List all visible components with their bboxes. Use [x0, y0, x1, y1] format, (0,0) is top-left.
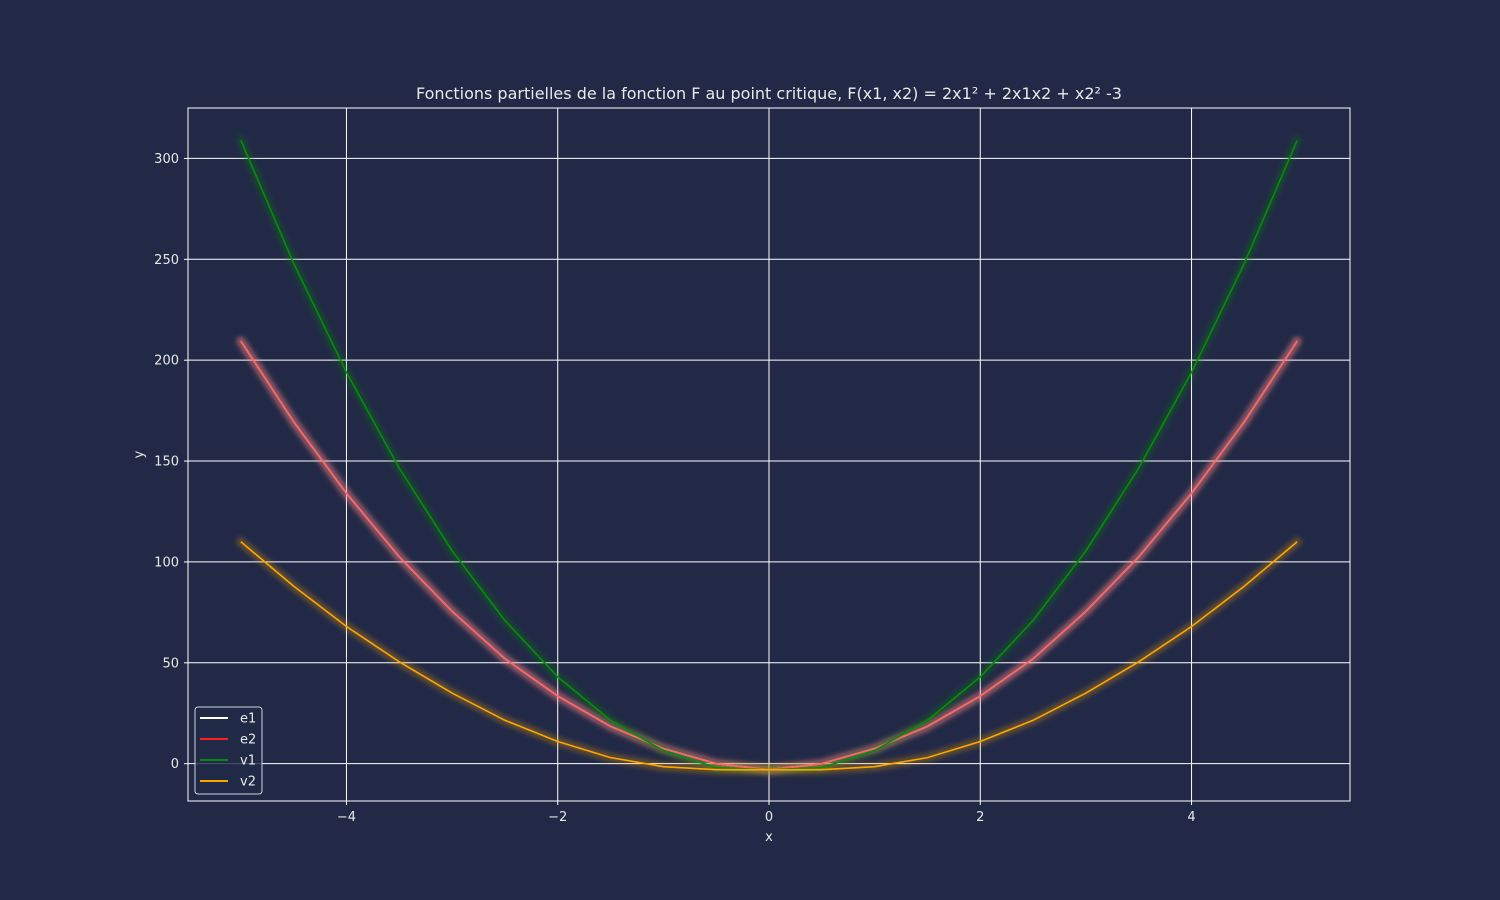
- legend-label-v2: v2: [240, 775, 256, 790]
- x-tick-label: 2: [976, 810, 984, 825]
- legend: e1 e2 v1 v2: [194, 706, 263, 795]
- y-tick-label: 150: [154, 455, 179, 470]
- x-axis: −4 −2 0 2 4: [337, 801, 1196, 825]
- x-tick-label: −2: [548, 810, 567, 825]
- legend-box: [194, 706, 263, 795]
- legend-label-v1: v1: [240, 754, 256, 769]
- y-tick-label: 0: [171, 757, 179, 772]
- y-tick-label: 50: [162, 656, 179, 671]
- x-tick-label: −4: [337, 810, 356, 825]
- legend-label-e2: e2: [240, 733, 256, 748]
- x-tick-label: 4: [1187, 810, 1195, 825]
- chart-title: Fonctions partielles de la fonction F au…: [416, 84, 1122, 103]
- series-line-v2: [240, 541, 1298, 771]
- x-tick-label: 0: [765, 810, 773, 825]
- y-axis-label: y: [132, 450, 147, 458]
- y-axis: 0 50 100 150 200 250 300: [154, 152, 188, 772]
- x-axis-label: x: [765, 830, 773, 845]
- y-tick-label: 250: [154, 253, 179, 268]
- y-tick-label: 300: [154, 152, 179, 167]
- legend-label-e1: e1: [240, 712, 256, 727]
- series-lines: [240, 139, 1298, 771]
- grid: [188, 108, 1350, 801]
- y-tick-label: 200: [154, 354, 179, 369]
- y-tick-label: 100: [154, 555, 179, 570]
